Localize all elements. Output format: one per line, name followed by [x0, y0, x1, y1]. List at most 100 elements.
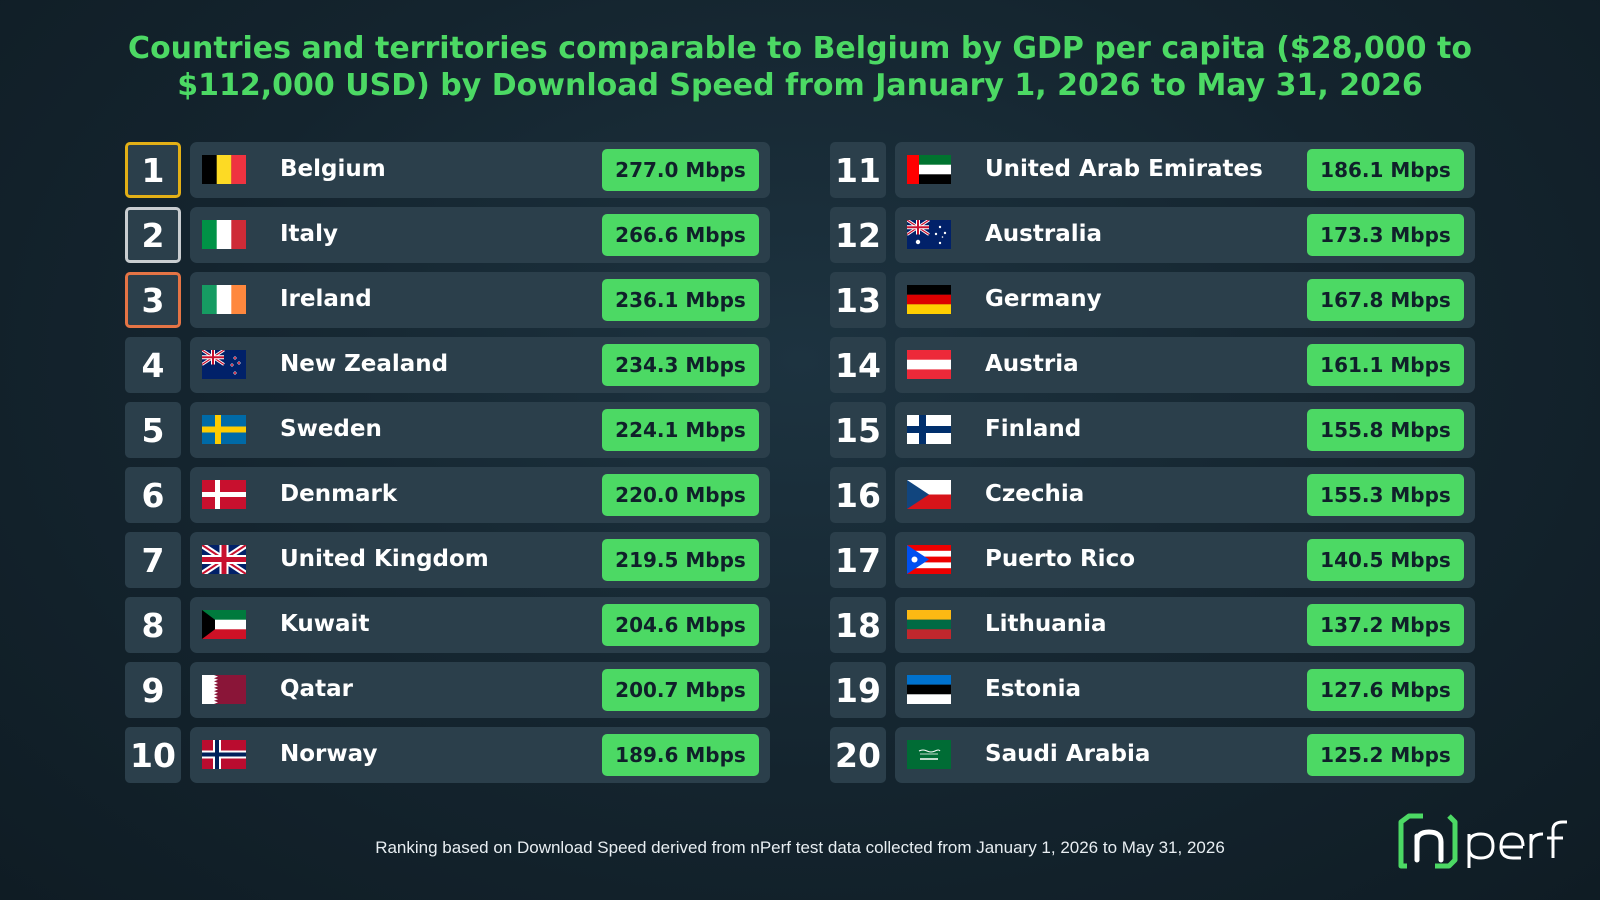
speed-label: 219.5 Mbps [602, 539, 759, 581]
ireland-flag-icon [202, 285, 246, 314]
rank-badge: 4 [125, 337, 181, 393]
country-name: Belgium [280, 156, 386, 182]
speed-label: 220.0 Mbps [602, 474, 759, 516]
country-name: Estonia [985, 676, 1081, 702]
ranking-row: 17 Puerto Rico 140.5 Mbps [830, 532, 1475, 588]
country-bar: Puerto Rico 140.5 Mbps [895, 532, 1475, 588]
rank-badge: 18 [830, 597, 886, 653]
rank-badge: 11 [830, 142, 886, 198]
ranking-row: 15 Finland 155.8 Mbps [830, 402, 1475, 458]
country-name: Austria [985, 351, 1079, 377]
saudi-arabia-flag-icon [907, 740, 951, 769]
country-bar: Sweden 224.1 Mbps [190, 402, 770, 458]
norway-flag-icon [202, 740, 246, 769]
puerto-rico-flag-icon [907, 545, 951, 574]
rank-badge: 8 [125, 597, 181, 653]
country-name: United Kingdom [280, 546, 489, 572]
rank-badge: 10 [125, 727, 181, 783]
country-name: New Zealand [280, 351, 449, 377]
ranking-row: 6 Denmark 220.0 Mbps [125, 467, 770, 523]
rank-badge: 1 [125, 142, 181, 198]
uae-flag-icon [907, 155, 951, 184]
country-bar: Denmark 220.0 Mbps [190, 467, 770, 523]
ranking-row: 1 Belgium 277.0 Mbps [125, 142, 770, 198]
speed-label: 127.6 Mbps [1307, 669, 1464, 711]
rank-badge: 9 [125, 662, 181, 718]
country-name: Czechia [985, 481, 1085, 507]
ranking-row: 11 United Arab Emirates 186.1 Mbps [830, 142, 1475, 198]
country-name: Australia [985, 221, 1103, 247]
rank-badge: 6 [125, 467, 181, 523]
rank-badge: 5 [125, 402, 181, 458]
speed-label: 186.1 Mbps [1307, 149, 1464, 191]
ranking-row: 13 Germany 167.8 Mbps [830, 272, 1475, 328]
lithuania-flag-icon [907, 610, 951, 639]
country-name: United Arab Emirates [985, 156, 1263, 182]
speed-label: 140.5 Mbps [1307, 539, 1464, 581]
ranking-row: 10 Norway 189.6 Mbps [125, 727, 770, 783]
country-bar: Norway 189.6 Mbps [190, 727, 770, 783]
speed-label: 167.8 Mbps [1307, 279, 1464, 321]
new-zealand-flag-icon [202, 350, 246, 379]
czechia-flag-icon [907, 480, 951, 509]
ranking-row: 14 Austria 161.1 Mbps [830, 337, 1475, 393]
rank-badge: 3 [125, 272, 181, 328]
country-bar: Australia 173.3 Mbps [895, 207, 1475, 263]
ranking-row: 19 Estonia 127.6 Mbps [830, 662, 1475, 718]
speed-label: 224.1 Mbps [602, 409, 759, 451]
denmark-flag-icon [202, 480, 246, 509]
qatar-flag-icon [202, 675, 246, 704]
ranking-row: 16 Czechia 155.3 Mbps [830, 467, 1475, 523]
country-bar: Finland 155.8 Mbps [895, 402, 1475, 458]
footnote: Ranking based on Download Speed derived … [375, 838, 1225, 857]
country-name: Norway [280, 741, 378, 767]
country-bar: Italy 266.6 Mbps [190, 207, 770, 263]
ranking-row: 2 Italy 266.6 Mbps [125, 207, 770, 263]
country-name: Lithuania [985, 611, 1107, 637]
country-bar: United Arab Emirates 186.1 Mbps [895, 142, 1475, 198]
rank-badge: 14 [830, 337, 886, 393]
austria-flag-icon [907, 350, 951, 379]
country-name: Finland [985, 416, 1082, 442]
country-bar: Germany 167.8 Mbps [895, 272, 1475, 328]
rank-badge: 2 [125, 207, 181, 263]
rank-badge: 15 [830, 402, 886, 458]
belgium-flag-icon [202, 155, 246, 184]
country-name: Ireland [280, 286, 372, 312]
ranking-row: 20 Saudi Arabia 125.2 Mbps [830, 727, 1475, 783]
ranking-row: 12 Australia 173.3 Mbps [830, 207, 1475, 263]
rank-badge: 20 [830, 727, 886, 783]
country-name: Kuwait [280, 611, 370, 637]
country-name: Sweden [280, 416, 382, 442]
speed-label: 125.2 Mbps [1307, 734, 1464, 776]
ranking-column-left: 1 Belgium 277.0 Mbps 2 Italy 266.6 Mbps 3 Irela… [125, 142, 770, 792]
speed-label: 234.3 Mbps [602, 344, 759, 386]
speed-label: 204.6 Mbps [602, 604, 759, 646]
speed-label: 266.6 Mbps [602, 214, 759, 256]
country-bar: Czechia 155.3 Mbps [895, 467, 1475, 523]
speed-label: 161.1 Mbps [1307, 344, 1464, 386]
country-name: Puerto Rico [985, 546, 1136, 572]
country-name: Italy [280, 221, 338, 247]
ranking-row: 18 Lithuania 137.2 Mbps [830, 597, 1475, 653]
country-bar: United Kingdom 219.5 Mbps [190, 532, 770, 588]
country-name: Qatar [280, 676, 353, 702]
finland-flag-icon [907, 415, 951, 444]
rank-badge: 19 [830, 662, 886, 718]
country-bar: New Zealand 234.3 Mbps [190, 337, 770, 393]
australia-flag-icon [907, 220, 951, 249]
ranking-row: 8 Kuwait 204.6 Mbps [125, 597, 770, 653]
speed-label: 155.3 Mbps [1307, 474, 1464, 516]
speed-label: 200.7 Mbps [602, 669, 759, 711]
country-bar: Saudi Arabia 125.2 Mbps [895, 727, 1475, 783]
sweden-flag-icon [202, 415, 246, 444]
country-bar: Lithuania 137.2 Mbps [895, 597, 1475, 653]
ranking-row: 4 New Zealand 234.3 Mbps [125, 337, 770, 393]
rank-badge: 13 [830, 272, 886, 328]
speed-label: 173.3 Mbps [1307, 214, 1464, 256]
ranking-row: 9 Qatar 200.7 Mbps [125, 662, 770, 718]
united-kingdom-flag-icon [202, 545, 246, 574]
speed-label: 236.1 Mbps [602, 279, 759, 321]
kuwait-flag-icon [202, 610, 246, 639]
country-bar: Qatar 200.7 Mbps [190, 662, 770, 718]
